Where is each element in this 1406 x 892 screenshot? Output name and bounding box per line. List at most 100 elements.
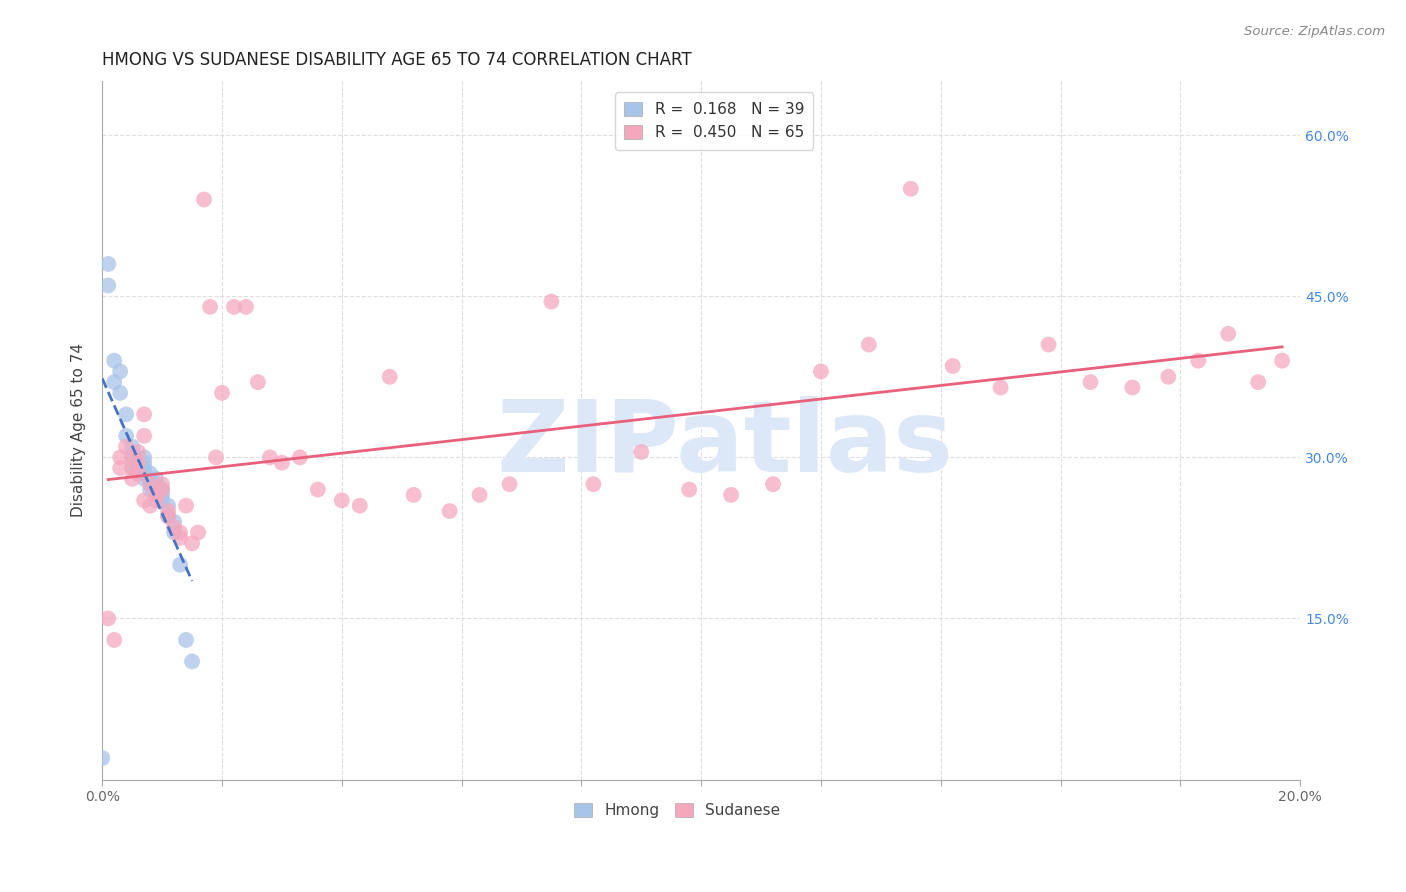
Point: [181, 655, 204, 669]
Point: [108, 385, 131, 400]
Point: [145, 493, 167, 508]
Point: [402, 488, 425, 502]
Point: [349, 499, 371, 513]
Point: [134, 467, 156, 481]
Point: [121, 450, 143, 465]
Point: [127, 456, 149, 470]
Point: [174, 499, 197, 513]
Point: [900, 182, 922, 196]
Point: [582, 477, 605, 491]
Point: [157, 509, 180, 524]
Point: [115, 408, 138, 422]
Point: [139, 483, 162, 497]
Point: [121, 461, 143, 475]
Point: [187, 525, 209, 540]
Point: [270, 456, 292, 470]
Point: [1038, 337, 1060, 351]
Point: [235, 300, 257, 314]
Point: [121, 440, 143, 454]
Point: [259, 450, 281, 465]
Point: [246, 375, 269, 389]
Point: [127, 467, 149, 481]
Point: [222, 300, 245, 314]
Point: [193, 193, 215, 207]
Point: [169, 558, 191, 572]
Point: [810, 364, 832, 378]
Point: [108, 364, 131, 378]
Point: [127, 445, 149, 459]
Point: [150, 483, 173, 497]
Point: [97, 611, 120, 625]
Point: [134, 456, 156, 470]
Point: [163, 525, 186, 540]
Point: [307, 483, 329, 497]
Point: [1187, 353, 1209, 368]
Point: [198, 300, 221, 314]
Point: [139, 477, 162, 491]
Legend: Hmong, Sudanese: Hmong, Sudanese: [568, 797, 786, 824]
Point: [150, 483, 173, 497]
Text: Source: ZipAtlas.com: Source: ZipAtlas.com: [1244, 25, 1385, 38]
Point: [139, 477, 162, 491]
Point: [330, 493, 353, 508]
Point: [1218, 326, 1240, 341]
Point: [157, 499, 180, 513]
Point: [1157, 369, 1180, 384]
Point: [1247, 375, 1270, 389]
Point: [150, 477, 173, 491]
Point: [103, 375, 125, 389]
Point: [157, 504, 180, 518]
Point: [145, 488, 167, 502]
Point: [174, 632, 197, 647]
Point: [121, 461, 143, 475]
Point: [498, 477, 520, 491]
Point: [1121, 380, 1143, 394]
Point: [134, 450, 156, 465]
Point: [134, 461, 156, 475]
Point: [103, 353, 125, 368]
Point: [1080, 375, 1102, 389]
Point: [990, 380, 1012, 394]
Point: [115, 429, 138, 443]
Point: [108, 450, 131, 465]
Point: [150, 493, 173, 508]
Point: [121, 472, 143, 486]
Point: [145, 488, 167, 502]
Point: [91, 751, 114, 765]
Point: [139, 467, 162, 481]
Point: [115, 440, 138, 454]
Point: [163, 520, 186, 534]
Point: [762, 477, 785, 491]
Point: [127, 467, 149, 481]
Point: [145, 483, 167, 497]
Point: [139, 472, 162, 486]
Y-axis label: Disability Age 65 to 74: Disability Age 65 to 74: [72, 343, 86, 517]
Point: [121, 450, 143, 465]
Point: [378, 369, 401, 384]
Point: [97, 257, 120, 271]
Point: [150, 488, 173, 502]
Point: [163, 515, 186, 529]
Point: [134, 472, 156, 486]
Point: [211, 385, 233, 400]
Point: [468, 488, 491, 502]
Point: [145, 472, 167, 486]
Text: ZIPatlas: ZIPatlas: [496, 396, 953, 493]
Point: [169, 525, 191, 540]
Point: [139, 499, 162, 513]
Point: [127, 456, 149, 470]
Text: HMONG VS SUDANESE DISABILITY AGE 65 TO 74 CORRELATION CHART: HMONG VS SUDANESE DISABILITY AGE 65 TO 7…: [103, 51, 692, 69]
Point: [134, 493, 156, 508]
Point: [540, 294, 562, 309]
Point: [145, 477, 167, 491]
Point: [678, 483, 700, 497]
Point: [858, 337, 880, 351]
Point: [97, 278, 120, 293]
Point: [439, 504, 461, 518]
Point: [103, 632, 125, 647]
Point: [169, 531, 191, 545]
Point: [1271, 353, 1294, 368]
Point: [134, 408, 156, 422]
Point: [720, 488, 742, 502]
Point: [134, 429, 156, 443]
